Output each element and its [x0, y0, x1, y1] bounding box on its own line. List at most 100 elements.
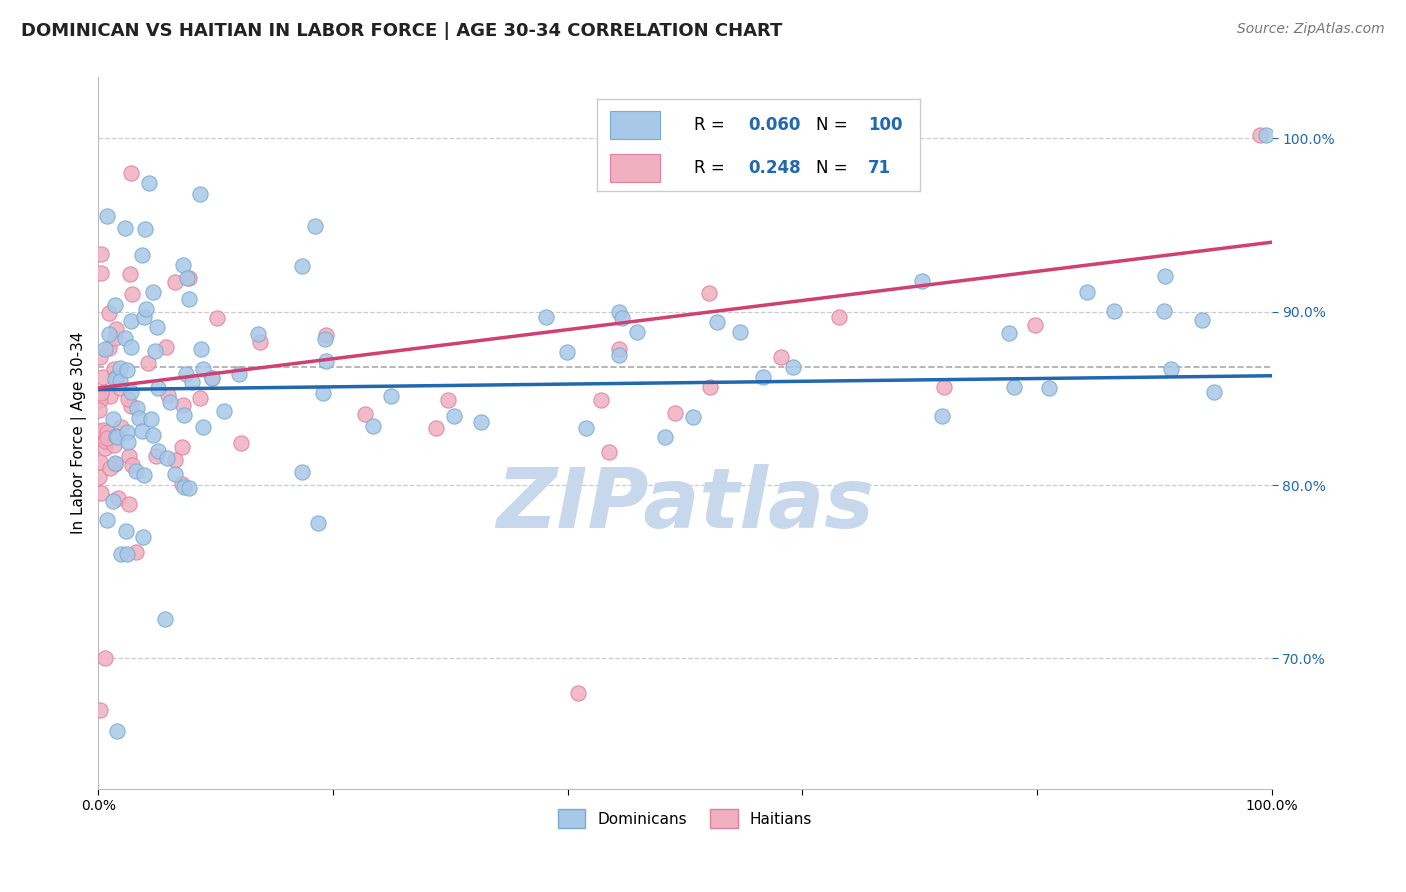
Point [120, 399, 142, 413]
Point [94, 651, 117, 665]
Point [201, 371, 224, 385]
Point [589, 393, 612, 408]
Point [145, 449, 167, 463]
Point [125, 401, 148, 416]
Point [87, 470, 110, 484]
Point [247, 327, 270, 342]
Point [105, 724, 128, 739]
Point [131, 248, 153, 262]
Point [170, 440, 193, 454]
Point [315, 328, 337, 343]
Point [159, 394, 181, 409]
Point [176, 271, 198, 285]
Point [574, 421, 596, 435]
Point [117, 434, 139, 449]
Point [1002, 380, 1025, 394]
Point [101, 411, 124, 425]
Point [120, 314, 142, 328]
Point [90, 266, 112, 280]
Point [598, 445, 620, 459]
Point [110, 548, 132, 562]
Point [135, 301, 157, 316]
Point [131, 425, 153, 439]
Point [682, 410, 704, 425]
Point [354, 407, 377, 421]
Point [172, 399, 194, 413]
Point [312, 385, 335, 400]
Point [443, 409, 465, 423]
Point [165, 275, 187, 289]
Point [98, 306, 121, 320]
Point [120, 385, 142, 400]
Point [1024, 318, 1046, 332]
Point [114, 331, 136, 345]
Point [110, 420, 132, 434]
Point [136, 356, 159, 370]
Text: ZIPatlas: ZIPatlas [496, 464, 875, 545]
Point [201, 371, 224, 385]
Point [699, 379, 721, 393]
Point [101, 494, 124, 508]
Point [470, 415, 492, 429]
Point [188, 186, 211, 201]
Point [751, 370, 773, 384]
Point [163, 453, 186, 467]
Point [118, 267, 141, 281]
Point [90, 385, 112, 400]
Point [97, 342, 120, 356]
Point [782, 359, 804, 374]
Point [138, 176, 160, 190]
Point [172, 476, 194, 491]
Point [1160, 362, 1182, 376]
Point [105, 429, 128, 443]
Point [664, 405, 686, 419]
Point [174, 367, 197, 381]
Point [191, 419, 214, 434]
Point [139, 412, 162, 426]
Point [380, 389, 402, 403]
Point [934, 379, 956, 393]
Point [98, 461, 121, 475]
Point [105, 430, 128, 444]
Point [142, 285, 165, 299]
Point [134, 222, 156, 236]
Point [610, 311, 633, 326]
Point [89, 425, 111, 439]
Point [155, 340, 177, 354]
Point [142, 428, 165, 442]
Point [177, 292, 200, 306]
Point [425, 421, 447, 435]
Point [1202, 385, 1225, 400]
Point [534, 310, 557, 324]
Point [134, 310, 156, 324]
Point [89, 393, 111, 408]
Point [1254, 128, 1277, 142]
Point [654, 430, 676, 444]
Point [153, 612, 176, 626]
Point [115, 548, 138, 562]
Point [89, 350, 111, 364]
Point [307, 516, 329, 531]
Point [304, 219, 326, 234]
Point [104, 322, 127, 336]
Point [132, 468, 155, 483]
Point [89, 455, 111, 469]
Point [205, 311, 228, 326]
Point [190, 343, 212, 357]
Point [314, 332, 336, 346]
Point [555, 345, 578, 359]
Point [125, 545, 148, 559]
Point [607, 348, 630, 362]
Point [172, 258, 194, 272]
Point [1038, 381, 1060, 395]
Point [163, 467, 186, 482]
Point [125, 464, 148, 478]
Point [231, 436, 253, 450]
Point [110, 374, 132, 388]
Point [91, 423, 114, 437]
Point [121, 286, 143, 301]
Point [96, 513, 118, 527]
Point [118, 450, 141, 464]
Point [291, 465, 314, 479]
Text: DOMINICAN VS HAITIAN IN LABOR FORCE | AGE 30-34 CORRELATION CHART: DOMINICAN VS HAITIAN IN LABOR FORCE | AG… [21, 22, 783, 40]
